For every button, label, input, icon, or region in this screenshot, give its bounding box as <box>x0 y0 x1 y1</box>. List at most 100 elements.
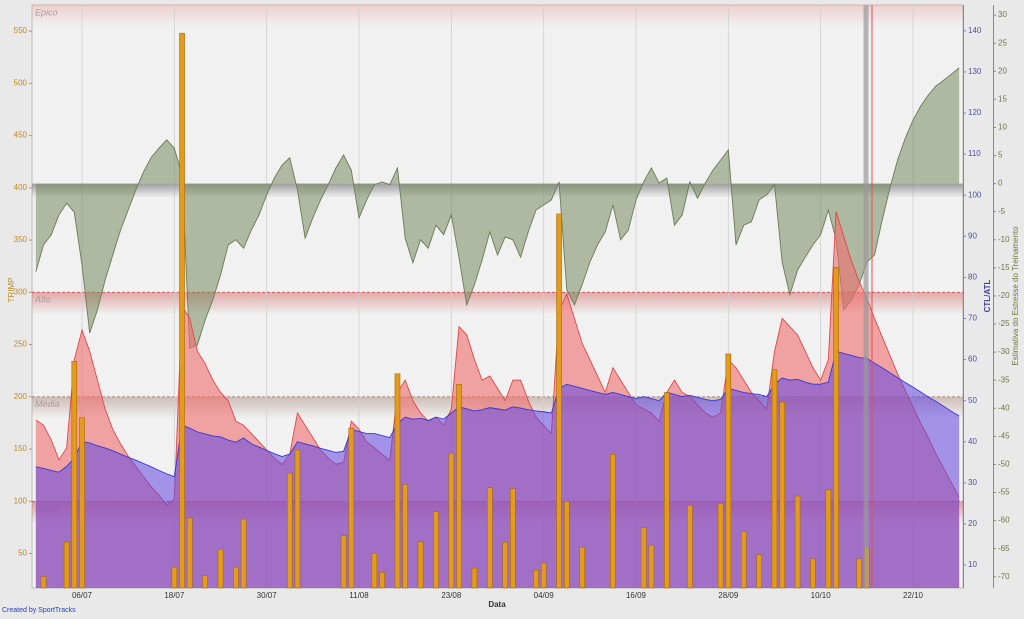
y2-axis-title: CTL/ATL <box>983 280 992 313</box>
y2-tick-label: 20 <box>968 519 977 528</box>
y3-tick-label: 30 <box>998 10 1007 19</box>
bar <box>502 541 508 589</box>
x-tick-label: 11/08 <box>349 591 369 600</box>
bar <box>63 541 70 589</box>
zone-label: Média <box>35 399 60 409</box>
bar <box>71 360 78 589</box>
y-tick-label: 550 <box>14 26 28 35</box>
y3-tick-label: -65 <box>998 544 1010 553</box>
bar <box>540 562 547 589</box>
y3-tick-label: -25 <box>998 319 1010 328</box>
bar <box>417 541 424 589</box>
y3-tick-label: -5 <box>998 207 1006 216</box>
y2-tick-label: 40 <box>968 437 977 446</box>
y3-tick-label: -45 <box>998 431 1010 440</box>
bar <box>186 517 193 589</box>
y2-tick-label: 110 <box>968 149 981 158</box>
y-tick-label: 200 <box>14 392 28 401</box>
bar <box>433 511 439 589</box>
bar <box>448 452 455 589</box>
y2-tick-label: 100 <box>968 190 982 199</box>
bar <box>556 213 562 589</box>
y2-tick-label: 140 <box>968 26 982 35</box>
bar <box>563 500 570 589</box>
x-tick-label: 30/07 <box>257 591 278 600</box>
zone-label: Alto <box>34 295 51 305</box>
line <box>35 350 960 478</box>
zone-label: Epico <box>35 7 58 17</box>
y3-tick-label: -10 <box>998 235 1010 244</box>
y-tick-label: 400 <box>14 183 28 192</box>
y-tick-label: 300 <box>14 287 28 296</box>
y-tick-label: 100 <box>14 496 28 505</box>
bar <box>471 567 478 589</box>
bar <box>794 495 801 589</box>
y3-tick-label: -55 <box>998 488 1010 497</box>
y3-axis-title: Estimativa do Estresse do Treinamento <box>1011 226 1020 366</box>
line <box>35 211 960 507</box>
bar <box>456 383 462 589</box>
y2-tick-label: 60 <box>968 355 977 364</box>
y3-tick-label: 0 <box>998 179 1003 188</box>
x-tick-label: 10/10 <box>811 591 832 600</box>
y2-tick-label: 10 <box>968 560 977 569</box>
zone-band <box>32 5 963 27</box>
y3-tick-label: -20 <box>998 291 1010 300</box>
x-axis-title: Data <box>488 600 506 609</box>
bar <box>286 472 293 589</box>
x-tick-label: 28/09 <box>718 591 739 600</box>
x-tick-label: 22/10 <box>903 591 924 600</box>
y3-tick-label: -70 <box>998 572 1010 581</box>
bar <box>663 392 670 589</box>
y3-tick-label: -30 <box>998 347 1010 356</box>
bar <box>579 546 585 589</box>
area <box>35 67 960 349</box>
bar <box>179 32 185 589</box>
series <box>32 32 963 589</box>
bar <box>856 558 862 589</box>
y2-tick-label: 80 <box>968 273 977 282</box>
y2-tick-label: 130 <box>968 67 982 76</box>
bar <box>687 505 693 589</box>
bar <box>533 569 539 589</box>
bar <box>756 554 762 589</box>
y3-tick-label: 20 <box>998 66 1007 75</box>
bar <box>487 487 493 589</box>
y3-tick-label: 15 <box>998 94 1007 103</box>
bar <box>233 566 239 589</box>
y-tick-label: 50 <box>18 549 27 558</box>
y3-tick-label: 25 <box>998 38 1007 47</box>
y2-tick-label: 70 <box>968 314 977 323</box>
y3-tick-label: -50 <box>998 460 1010 469</box>
y3-tick-label: 5 <box>998 151 1003 160</box>
bar <box>371 553 378 589</box>
x-tick-label: 23/08 <box>441 591 462 600</box>
y2-tick-label: 50 <box>968 396 977 405</box>
y-tick-label: 150 <box>14 444 28 453</box>
y2-tick-label: 90 <box>968 231 977 240</box>
bar <box>717 503 724 589</box>
y3-tick-label: -40 <box>998 403 1010 412</box>
bar <box>510 488 516 589</box>
bar <box>648 544 655 589</box>
bar <box>779 401 785 589</box>
bar <box>402 484 408 589</box>
axes: 06/07 18/07 30/07 11/08 23/08 04/09 16/09 28/09… <box>14 5 1010 600</box>
x-tick-label: 18/07 <box>164 591 185 600</box>
x-tick-label: 06/07 <box>72 591 93 600</box>
y3-tick-label: -35 <box>998 375 1010 384</box>
bar <box>394 373 401 589</box>
bar <box>379 572 385 589</box>
y-axis-title: TRIMP <box>7 278 16 303</box>
bar <box>810 558 816 589</box>
y2-tick-label: 120 <box>968 108 982 117</box>
y3-tick-label: 10 <box>998 123 1007 132</box>
bar <box>79 417 85 589</box>
bar <box>833 266 839 589</box>
bar <box>610 453 616 589</box>
bar <box>217 549 224 589</box>
bar <box>348 427 355 589</box>
bar <box>640 527 647 589</box>
bar <box>771 369 778 589</box>
